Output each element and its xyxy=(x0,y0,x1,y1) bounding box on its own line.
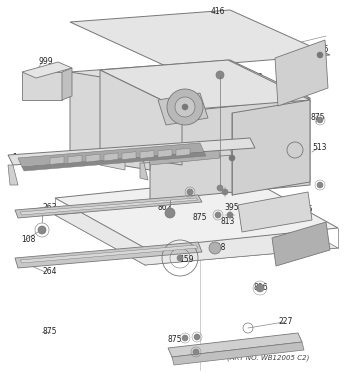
Polygon shape xyxy=(140,163,148,180)
Polygon shape xyxy=(140,150,154,159)
Circle shape xyxy=(194,334,200,340)
Polygon shape xyxy=(238,192,312,232)
Polygon shape xyxy=(100,70,182,165)
Polygon shape xyxy=(232,100,310,195)
Polygon shape xyxy=(68,155,82,163)
Polygon shape xyxy=(86,154,100,162)
Polygon shape xyxy=(272,222,330,266)
Text: 49: 49 xyxy=(253,72,263,81)
Polygon shape xyxy=(100,152,125,170)
Text: 862: 862 xyxy=(158,203,172,211)
Text: 806: 806 xyxy=(254,282,268,292)
Text: 1: 1 xyxy=(13,154,18,163)
Polygon shape xyxy=(172,342,304,365)
Text: 941: 941 xyxy=(181,348,195,357)
Circle shape xyxy=(317,52,323,58)
Circle shape xyxy=(182,335,188,341)
Polygon shape xyxy=(140,140,232,163)
Circle shape xyxy=(217,185,223,191)
Polygon shape xyxy=(20,245,198,263)
Text: 264: 264 xyxy=(43,267,57,276)
Polygon shape xyxy=(168,333,302,357)
Polygon shape xyxy=(176,148,190,156)
Circle shape xyxy=(222,189,228,195)
Text: 699: 699 xyxy=(153,170,167,179)
Circle shape xyxy=(182,104,188,110)
Circle shape xyxy=(229,155,235,161)
Text: 875: 875 xyxy=(315,46,329,54)
Polygon shape xyxy=(22,152,206,171)
Text: 159: 159 xyxy=(179,256,193,264)
Polygon shape xyxy=(18,143,204,167)
Circle shape xyxy=(167,89,203,125)
Polygon shape xyxy=(158,149,172,157)
Polygon shape xyxy=(70,72,150,170)
Text: 847: 847 xyxy=(198,166,212,175)
Circle shape xyxy=(317,182,323,188)
Polygon shape xyxy=(148,145,220,165)
Polygon shape xyxy=(20,198,198,215)
Text: 813: 813 xyxy=(221,217,235,226)
Polygon shape xyxy=(55,198,338,265)
Text: 875: 875 xyxy=(203,185,217,194)
Circle shape xyxy=(216,71,224,79)
Polygon shape xyxy=(100,60,310,110)
Text: 416: 416 xyxy=(211,7,225,16)
Circle shape xyxy=(193,349,199,355)
Circle shape xyxy=(177,255,183,261)
Polygon shape xyxy=(158,93,208,125)
Text: 513: 513 xyxy=(313,144,327,153)
Polygon shape xyxy=(150,98,310,200)
Text: 875: 875 xyxy=(43,327,57,336)
Polygon shape xyxy=(8,165,18,185)
Polygon shape xyxy=(104,153,118,161)
Polygon shape xyxy=(15,195,202,218)
Text: 999: 999 xyxy=(39,57,53,66)
Text: 227: 227 xyxy=(279,317,293,326)
Text: 875: 875 xyxy=(311,113,325,122)
Circle shape xyxy=(256,284,264,292)
Circle shape xyxy=(317,117,323,123)
Polygon shape xyxy=(70,10,330,68)
Polygon shape xyxy=(122,152,136,160)
Circle shape xyxy=(215,212,221,218)
Polygon shape xyxy=(275,40,328,106)
Text: 108: 108 xyxy=(21,235,35,244)
Text: 600: 600 xyxy=(309,241,323,250)
Text: (ART NO. WB12005 C2): (ART NO. WB12005 C2) xyxy=(227,355,309,361)
Polygon shape xyxy=(8,138,255,165)
Text: 875: 875 xyxy=(168,335,182,345)
Polygon shape xyxy=(62,68,72,100)
Circle shape xyxy=(227,212,233,218)
Text: 158: 158 xyxy=(211,244,225,253)
Polygon shape xyxy=(70,60,310,110)
Circle shape xyxy=(175,97,195,117)
Circle shape xyxy=(38,226,46,234)
Circle shape xyxy=(209,242,221,254)
Polygon shape xyxy=(50,157,64,164)
Text: 875: 875 xyxy=(193,213,207,223)
Polygon shape xyxy=(22,62,72,78)
Text: 263: 263 xyxy=(43,203,57,211)
Text: 32: 32 xyxy=(147,103,157,112)
Text: 395: 395 xyxy=(225,203,239,211)
Polygon shape xyxy=(55,178,338,248)
Circle shape xyxy=(187,189,193,195)
Text: 14: 14 xyxy=(155,134,165,142)
Polygon shape xyxy=(15,242,202,268)
Circle shape xyxy=(165,208,175,218)
Text: 761: 761 xyxy=(223,68,237,76)
Text: 216: 216 xyxy=(299,206,313,214)
Polygon shape xyxy=(22,72,62,100)
